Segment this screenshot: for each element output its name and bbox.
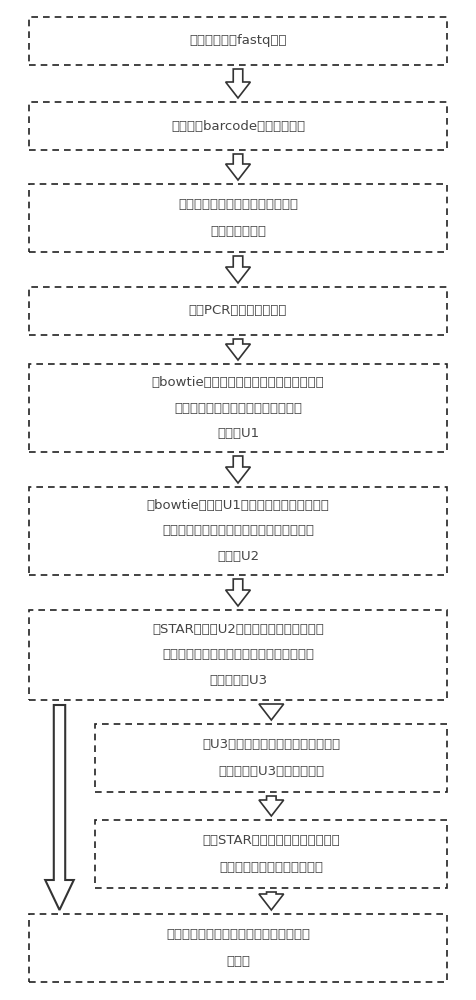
Text: 利用STAR把重组之后的读长比对到: 利用STAR把重组之后的读长比对到	[202, 834, 340, 847]
Bar	[29, 364, 447, 452]
Text: 把U3读长比对到基因组上，并且根据: 把U3读长比对到基因组上，并且根据	[202, 738, 340, 751]
Text: 一且不连续的比对上的读长记录为嵌合体读: 一且不连续的比对上的读长记录为嵌合体读	[162, 648, 314, 662]
Bar	[29, 17, 447, 65]
Text: 记录为U2: 记录为U2	[217, 550, 259, 563]
Text: 用bowtie软件将读长比对到转录组，丢弃比: 用bowtie软件将读长比对到转录组，丢弃比	[152, 376, 324, 389]
Bar	[29, 287, 447, 335]
Bar	[29, 487, 447, 575]
Bar	[29, 102, 447, 150]
Polygon shape	[226, 69, 250, 98]
Polygon shape	[259, 892, 284, 910]
Text: 保留剩余的读长: 保留剩余的读长	[210, 225, 266, 238]
Text: 对上述结果进行整合，获得完整的嵌合体: 对上述结果进行整合，获得完整的嵌合体	[166, 928, 310, 941]
Bar	[95, 724, 447, 792]
Polygon shape	[259, 796, 284, 816]
Text: 比对结果对U3进行重新组合: 比对结果对U3进行重新组合	[218, 765, 324, 778]
Bar	[29, 184, 447, 252]
Text: 基因组上，并提取嵌合体读长: 基因组上，并提取嵌合体读长	[219, 861, 323, 874]
Bar	[95, 820, 447, 888]
Polygon shape	[226, 456, 250, 483]
Bar	[29, 914, 447, 982]
Text: 用STAR软件把U2读长比对到基因组，把唯: 用STAR软件把U2读长比对到基因组，把唯	[152, 623, 324, 636]
Polygon shape	[226, 154, 250, 180]
Text: 去除接头序列并过滤低质量的读长: 去除接头序列并过滤低质量的读长	[178, 198, 298, 211]
Text: 连续比对上的读长，保留未比对上的读长并: 连续比对上的读长，保留未比对上的读长并	[162, 524, 314, 538]
Polygon shape	[226, 339, 250, 360]
Text: 原始测序数据fastq文件: 原始测序数据fastq文件	[189, 34, 287, 47]
Text: 读长集: 读长集	[226, 955, 250, 968]
Polygon shape	[45, 705, 74, 910]
Text: 记录为U1: 记录为U1	[217, 427, 259, 440]
Text: 长并记录为U3: 长并记录为U3	[209, 674, 267, 687]
Text: 去除PCR引起的冗余序列: 去除PCR引起的冗余序列	[189, 304, 287, 318]
Polygon shape	[259, 704, 284, 720]
Polygon shape	[226, 579, 250, 606]
Bar	[29, 610, 447, 700]
Text: 用bowtie软件把U1读长比对到基因组并丢弃: 用bowtie软件把U1读长比对到基因组并丢弃	[147, 499, 329, 512]
Polygon shape	[226, 256, 250, 283]
Text: 根据接头barcode序列拆分数据: 根据接头barcode序列拆分数据	[171, 119, 305, 132]
Text: 对上的读长，保留未比对上的读长并: 对上的读长，保留未比对上的读长并	[174, 401, 302, 414]
